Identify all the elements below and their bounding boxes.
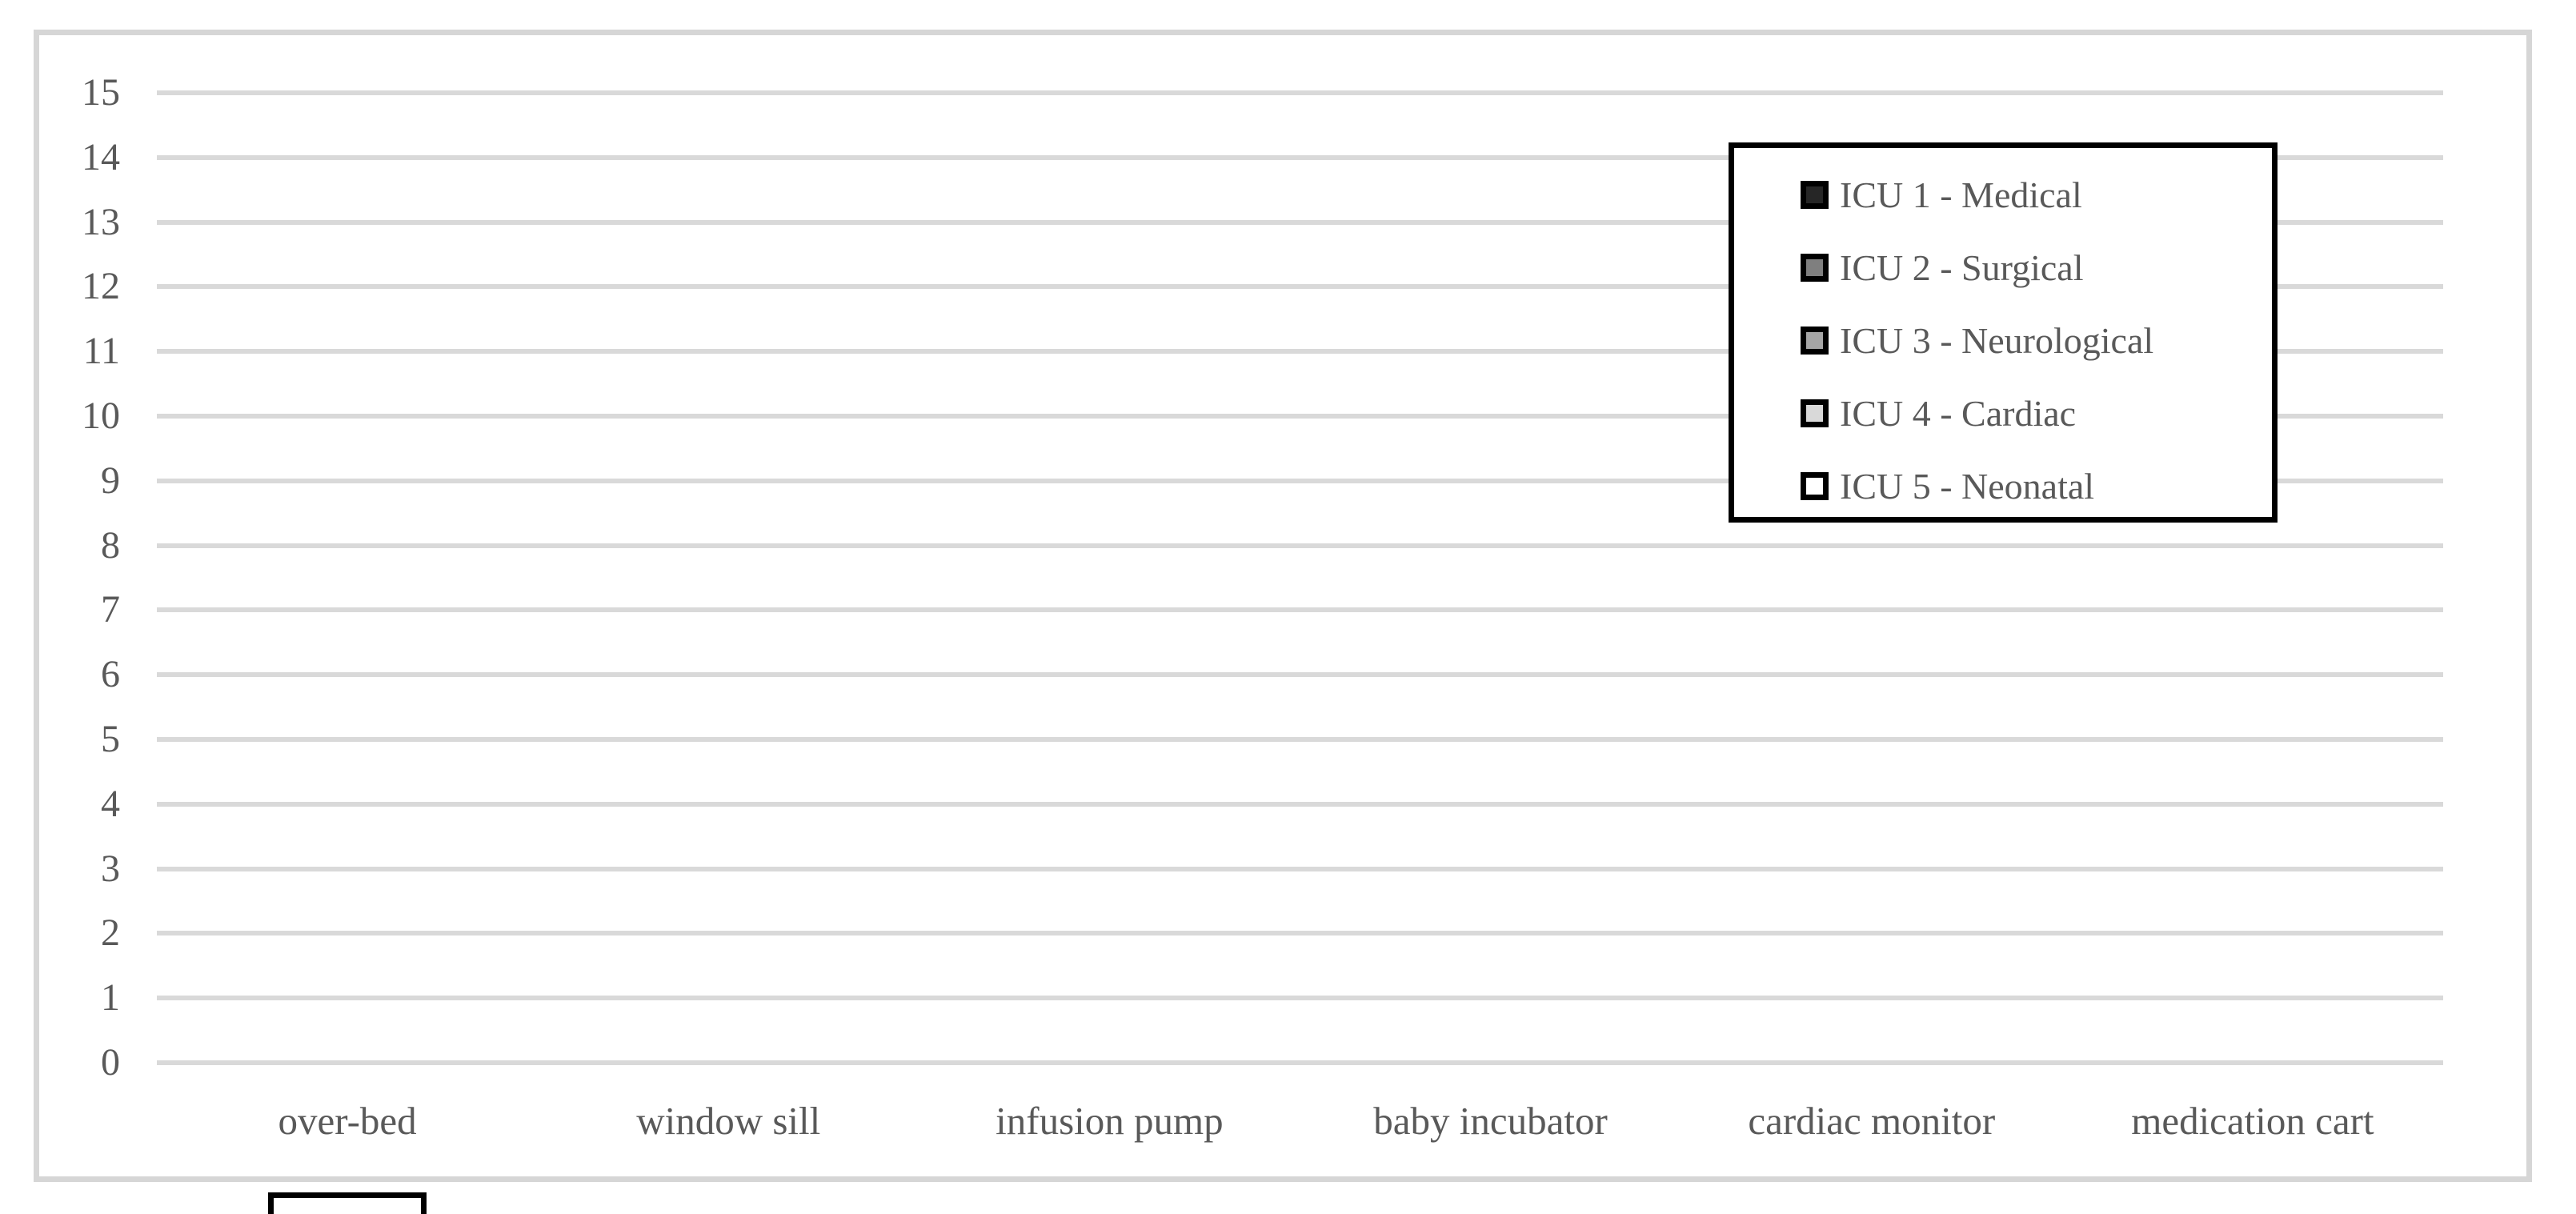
- legend-row-3: ICU 3 - Neurological: [1801, 304, 2272, 377]
- legend-label: ICU 1 - Medical: [1840, 174, 2082, 215]
- gridline-5: [157, 737, 2443, 742]
- legend-swatch-icon: [1801, 472, 1829, 500]
- legend-label: ICU 4 - Cardiac: [1840, 393, 2077, 434]
- legend-row-5: ICU 5 - Neonatal: [1801, 450, 2272, 523]
- y-tick-label-2: 2: [101, 912, 120, 955]
- gridline-11: [157, 349, 2443, 355]
- y-tick-label-6: 6: [101, 653, 120, 696]
- x-axis-label-infusion-pump: infusion pump: [996, 1099, 1224, 1143]
- y-tick-label-12: 12: [82, 265, 120, 308]
- gridline-6: [157, 672, 2443, 678]
- legend: ICU 1 - Medical ICU 2 - Surgical ICU 3 - N…: [1729, 142, 2278, 523]
- legend-swatch-icon: [1801, 327, 1829, 355]
- y-tick-label-0: 0: [101, 1041, 120, 1084]
- figure-border: [34, 30, 2532, 1182]
- plot-area: [157, 90, 2443, 1214]
- legend-swatch-icon: [1801, 399, 1829, 427]
- gridline-7: [157, 607, 2443, 613]
- y-tick-label-7: 7: [101, 588, 120, 631]
- gridline-14: [157, 154, 2443, 160]
- gridline-9: [157, 478, 2443, 483]
- legend-label: ICU 2 - Surgical: [1840, 247, 2084, 288]
- legend-swatch-icon: [1801, 254, 1829, 282]
- x-axis-label-cardiac-monitor: cardiac monitor: [1748, 1099, 1996, 1143]
- x-axis-label-window-sill: window sill: [636, 1099, 821, 1143]
- gridline-0: [157, 1060, 2443, 1065]
- gridline-8: [157, 543, 2443, 548]
- gridline-10: [157, 414, 2443, 419]
- gridline-3: [157, 866, 2443, 871]
- bar-outline-over-bed: [268, 1192, 427, 1214]
- legend-swatch-icon: [1801, 181, 1829, 209]
- y-tick-label-10: 10: [82, 395, 120, 437]
- y-tick-label-5: 5: [101, 718, 120, 760]
- y-tick-label-3: 3: [101, 847, 120, 890]
- x-axis-label-medication-cart: medication cart: [2131, 1099, 2374, 1143]
- y-tick-label-1: 1: [101, 976, 120, 1020]
- y-tick-label-8: 8: [101, 523, 120, 567]
- y-tick-label-11: 11: [82, 330, 120, 373]
- legend-label: ICU 3 - Neurological: [1840, 320, 2154, 361]
- gridline-13: [157, 219, 2443, 225]
- gridline-1: [157, 996, 2443, 1001]
- x-axis-label-baby-incubator: baby incubator: [1373, 1099, 1608, 1143]
- legend-row-4: ICU 4 - Cardiac: [1801, 377, 2272, 450]
- legend-label: ICU 5 - Neonatal: [1840, 466, 2095, 507]
- y-tick-label-13: 13: [82, 200, 120, 243]
- y-tick-label-14: 14: [82, 135, 120, 178]
- x-axis-label-over-bed: over-bed: [278, 1099, 417, 1143]
- y-tick-label-4: 4: [101, 782, 120, 825]
- gridline-2: [157, 931, 2443, 936]
- gridline-4: [157, 801, 2443, 807]
- legend-row-2: ICU 2 - Surgical: [1801, 231, 2272, 304]
- y-tick-label-15: 15: [82, 71, 120, 114]
- y-tick-label-9: 9: [101, 459, 120, 502]
- gridline-15: [157, 90, 2443, 95]
- legend-row-1: ICU 1 - Medical: [1801, 158, 2272, 231]
- gridline-12: [157, 284, 2443, 290]
